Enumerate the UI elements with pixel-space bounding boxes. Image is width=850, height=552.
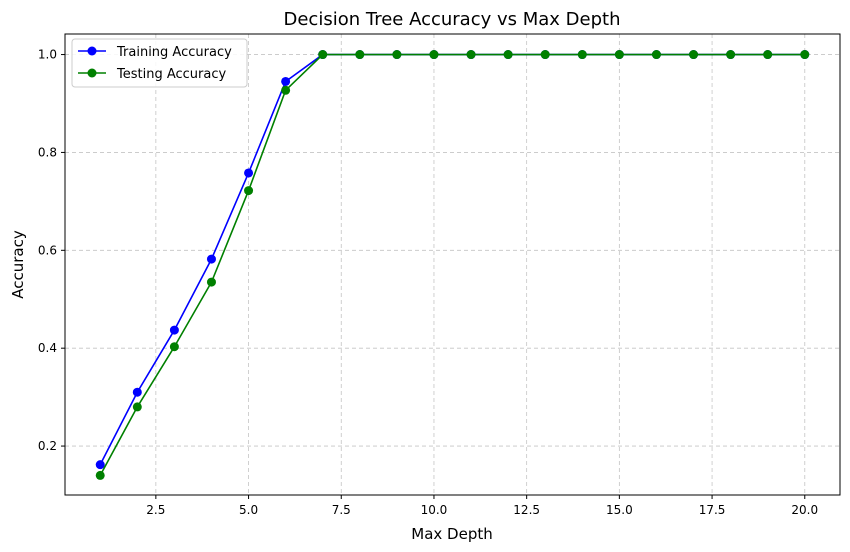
data-point-testing xyxy=(614,50,624,60)
data-point-training xyxy=(132,387,142,397)
data-point-testing xyxy=(763,50,773,60)
data-point-training xyxy=(169,325,179,335)
y-tick-label: 0.2 xyxy=(38,439,57,453)
x-tick-label: 20.0 xyxy=(791,503,818,517)
data-point-testing xyxy=(206,277,216,287)
x-tick-label: 12.5 xyxy=(513,503,540,517)
data-point-training xyxy=(206,254,216,264)
x-axis-label: Max Depth xyxy=(411,525,492,543)
plot-frame xyxy=(64,33,841,496)
legend: Training Accuracy Testing Accuracy xyxy=(71,38,248,88)
series-testing xyxy=(95,50,810,480)
data-point-testing xyxy=(800,50,810,60)
series-line-training xyxy=(99,53,805,466)
data-point-testing xyxy=(95,470,105,480)
y-tick-label: 0.6 xyxy=(38,243,57,257)
axis-ticks: 2.5 5.0 7.5 10.0 12.5 15.0 17.5 20.0 0.2 0.4 0.6 0.… xyxy=(38,48,818,517)
grid-lines xyxy=(65,34,840,495)
data-point-testing xyxy=(726,50,736,60)
x-tick-label: 10.0 xyxy=(421,503,448,517)
legend-label-testing: Testing Accuracy xyxy=(116,67,226,82)
data-point-testing xyxy=(244,186,254,196)
data-point-testing xyxy=(429,50,439,60)
series-line-testing xyxy=(99,53,805,476)
data-point-testing xyxy=(577,50,587,60)
legend-marker-testing xyxy=(87,68,97,78)
y-tick-label: 0.4 xyxy=(38,341,57,355)
data-point-training xyxy=(244,168,254,178)
legend-label-training: Training Accuracy xyxy=(116,45,232,60)
data-point-testing xyxy=(540,50,550,60)
data-point-testing xyxy=(503,50,513,60)
data-point-testing xyxy=(689,50,699,60)
series-training xyxy=(95,50,810,470)
data-point-testing xyxy=(466,50,476,60)
y-tick-label: 1.0 xyxy=(38,48,57,62)
legend-box xyxy=(71,38,248,88)
data-point-testing xyxy=(651,50,661,60)
x-tick-label: 15.0 xyxy=(606,503,633,517)
x-tick-label: 5.0 xyxy=(239,503,258,517)
data-point-testing xyxy=(132,402,142,412)
y-axis-label: Accuracy xyxy=(9,230,27,299)
legend-marker-training xyxy=(87,46,97,56)
y-tick-label: 0.8 xyxy=(38,145,57,159)
x-tick-label: 7.5 xyxy=(332,503,351,517)
data-point-testing xyxy=(392,50,402,60)
data-point-testing xyxy=(318,50,328,60)
data-point-training xyxy=(95,460,105,470)
x-tick-label: 17.5 xyxy=(699,503,726,517)
data-point-testing xyxy=(355,50,365,60)
x-tick-label: 2.5 xyxy=(146,503,165,517)
chart-title: Decision Tree Accuracy vs Max Depth xyxy=(284,9,621,30)
data-point-training xyxy=(281,76,291,86)
plot-series xyxy=(95,50,810,480)
data-point-testing xyxy=(169,342,179,352)
data-point-testing xyxy=(281,85,291,95)
